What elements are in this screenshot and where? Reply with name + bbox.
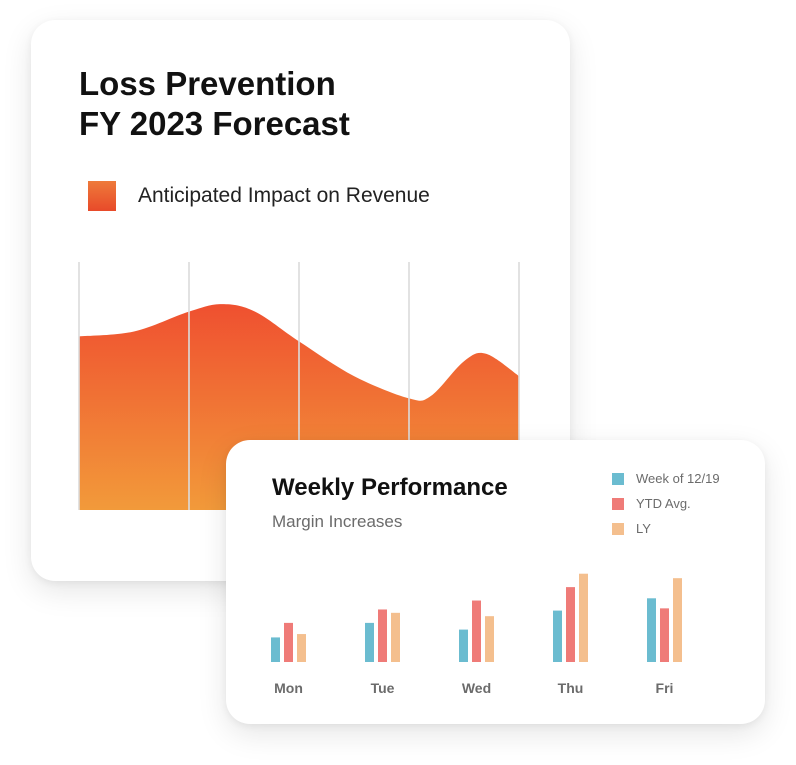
performance-subtitle: Margin Increases xyxy=(272,512,403,531)
x-tick-wed: Wed xyxy=(462,680,491,696)
bar-tue-week xyxy=(365,622,374,662)
bar-fri-week xyxy=(647,598,656,662)
legend-swatch-revenue xyxy=(88,181,116,211)
legend-item-week: Week of 12/19 xyxy=(612,466,720,491)
bar-mon-ytd xyxy=(284,622,293,662)
bar-wed-week xyxy=(459,629,468,662)
forecast-title: Loss Prevention FY 2023 Forecast xyxy=(79,64,519,144)
forecast-title-line1: Loss Prevention xyxy=(79,65,336,102)
legend-item-ly: LY xyxy=(612,516,720,541)
forecast-title-line2: FY 2023 Forecast xyxy=(79,105,350,142)
legend-label-ytd: YTD Avg. xyxy=(636,496,691,511)
performance-title: Weekly Performance xyxy=(272,474,508,501)
legend-label-revenue: Anticipated Impact on Revenue xyxy=(138,184,430,207)
legend-swatch-ly xyxy=(612,522,624,535)
legend-label-week: Week of 12/19 xyxy=(636,471,720,486)
bar-mon-ly xyxy=(297,634,306,662)
legend-item-ytd: YTD Avg. xyxy=(612,491,720,516)
bar-mon-week xyxy=(271,637,280,662)
bar-wed-ly xyxy=(485,616,494,662)
bar-thu-ly xyxy=(579,573,588,662)
legend-label-ly: LY xyxy=(636,521,651,536)
x-tick-mon: Mon xyxy=(274,680,303,696)
bar-wed-ytd xyxy=(472,600,481,662)
bar-thu-ytd xyxy=(566,587,575,662)
forecast-legend: Anticipated Impact on Revenue xyxy=(88,180,430,212)
legend-swatch-ytd xyxy=(612,497,624,510)
performance-card: Weekly Performance Margin Increases Week… xyxy=(226,440,765,724)
bar-fri-ly xyxy=(673,578,682,662)
x-tick-fri: Fri xyxy=(656,680,674,696)
bar-tue-ytd xyxy=(378,609,387,662)
x-tick-thu: Thu xyxy=(558,680,584,696)
bar-fri-ytd xyxy=(660,608,669,662)
legend-swatch-week xyxy=(612,472,624,485)
x-tick-tue: Tue xyxy=(371,680,395,696)
bar-thu-week xyxy=(553,610,562,662)
performance-legend: Week of 12/19 YTD Avg. LY xyxy=(612,466,720,541)
bar-chart: Mon Tue Wed Thu Fri xyxy=(271,573,682,696)
bar-tue-ly xyxy=(391,612,400,662)
